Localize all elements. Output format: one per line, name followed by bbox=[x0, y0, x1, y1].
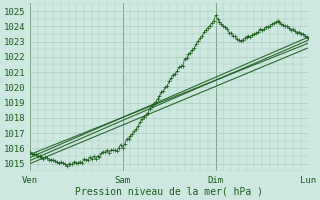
X-axis label: Pression niveau de la mer( hPa ): Pression niveau de la mer( hPa ) bbox=[75, 187, 263, 197]
